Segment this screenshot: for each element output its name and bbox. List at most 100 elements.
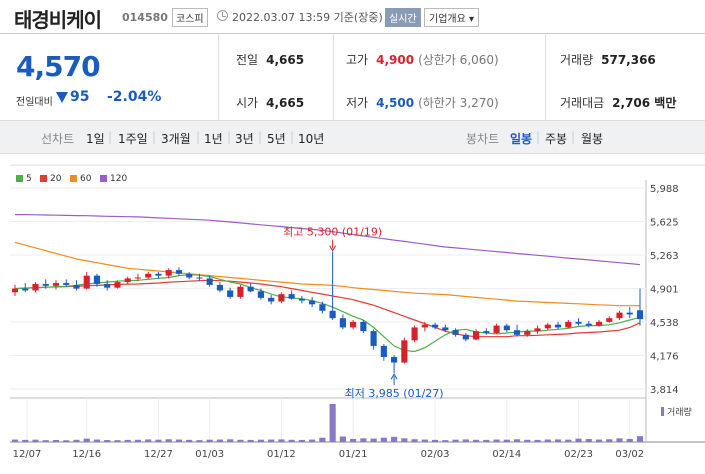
candle-body — [11, 288, 19, 293]
period-5y[interactable]: 5년 — [267, 132, 286, 146]
candle-body — [472, 331, 480, 340]
volume-label: 거래량 — [560, 53, 594, 67]
candle-chart-label: 봉차트 — [466, 132, 500, 146]
candle-body — [626, 312, 633, 315]
separator: | — [196, 130, 201, 144]
candle-body — [360, 321, 367, 332]
amount-value: 2,706 백만 — [612, 96, 677, 110]
low-arrow-head — [390, 373, 398, 380]
volume-bar — [11, 439, 19, 442]
x-tick-label: 12/07 — [13, 449, 42, 460]
candle-body — [268, 297, 275, 302]
high-label: 고가 — [346, 53, 369, 67]
x-tick-label: 01/12 — [267, 449, 296, 460]
volume-bar — [73, 439, 80, 442]
volume-bar — [257, 439, 264, 442]
volume-bar — [472, 439, 480, 442]
volume-bar — [391, 436, 398, 442]
ma120-swatch — [100, 175, 107, 182]
period-1d[interactable]: 1일 — [86, 132, 105, 146]
candle-body — [186, 273, 193, 278]
divider — [333, 34, 334, 121]
trade-amount: 거래대금 2,706 백만 — [560, 94, 676, 111]
company-overview-dropdown[interactable]: 기업개요 ▾ — [424, 8, 479, 27]
x-tick-label: 02/03 — [421, 449, 450, 460]
candle-body — [196, 277, 203, 279]
stock-name: 태경비케이 — [14, 8, 102, 32]
candle-monthly[interactable]: 월봉 — [581, 132, 604, 146]
divider — [218, 34, 219, 121]
stock-code: 014580 — [122, 11, 168, 24]
volume-bar — [513, 439, 521, 442]
period-3m[interactable]: 3개월 — [161, 132, 191, 146]
y-tick-label: 5,263 — [650, 251, 679, 262]
x-tick-label: 03/02 — [615, 449, 644, 460]
candle-body — [257, 291, 264, 298]
separator: | — [108, 130, 113, 144]
volume-bar — [288, 439, 295, 442]
separator: | — [258, 130, 263, 144]
period-3y[interactable]: 3년 — [235, 132, 254, 146]
volume-bar — [298, 439, 305, 442]
candle-body — [278, 294, 285, 302]
volume-bar — [329, 404, 336, 442]
volume-bar — [524, 439, 531, 442]
volume-legend-swatch — [661, 407, 664, 416]
x-tick-label: 01/21 — [339, 449, 368, 460]
separator: | — [536, 130, 541, 144]
volume-bar — [93, 439, 101, 442]
candle-body — [247, 286, 254, 292]
y-tick-label: 5,625 — [650, 218, 679, 229]
volume-bar — [636, 436, 644, 442]
x-tick-label: 12/16 — [72, 449, 101, 460]
amount-label: 거래대금 — [560, 96, 605, 110]
period-10y[interactable]: 10년 — [298, 132, 325, 146]
period-1y[interactable]: 1년 — [204, 132, 223, 146]
divider — [545, 34, 546, 121]
candle-body — [391, 357, 398, 363]
candle-body — [503, 325, 510, 331]
low-label: 저가 — [346, 96, 369, 110]
volume-bar — [216, 439, 223, 442]
legend-ma120: 120 — [100, 174, 127, 184]
volume-bar — [544, 439, 551, 442]
candle-body — [452, 330, 459, 335]
ma5-swatch — [16, 175, 23, 182]
candle-daily[interactable]: 일봉 — [510, 132, 533, 146]
lower-limit: (하한가 3,270) — [418, 96, 499, 110]
candle-body — [606, 318, 613, 322]
period-toolbar: 선차트 1일 | 1주일 | 3개월 | 1년 | 3년 | 5년 | 10년 … — [0, 121, 705, 154]
volume-bar — [22, 439, 29, 442]
clock-icon — [217, 10, 228, 21]
candle-body — [554, 324, 562, 328]
candle-body — [442, 327, 449, 331]
high-annotation: 최고 5,300 (01/19) — [283, 226, 382, 239]
candle-body — [216, 284, 223, 291]
quote-panel: 4,570 전일대비 95 -2.04% 전일 4,665 시가 4,665 고가 4… — [0, 33, 705, 121]
candle-weekly[interactable]: 주봉 — [545, 132, 568, 146]
period-1w[interactable]: 1주일 — [118, 132, 148, 146]
candle-body — [319, 304, 326, 311]
candle-body — [175, 270, 183, 274]
candle-body — [585, 323, 592, 326]
ma120-line — [15, 214, 641, 266]
open-price: 시가 4,665 — [236, 94, 304, 111]
volume-bar — [114, 440, 121, 442]
low-value: 4,500 — [376, 96, 415, 110]
volume-bar — [606, 439, 613, 442]
candle-body — [636, 310, 644, 320]
candle-body — [483, 331, 490, 333]
realtime-button[interactable]: 실시간 — [385, 8, 421, 27]
candle-body — [534, 328, 541, 332]
separator: | — [152, 130, 157, 144]
volume-bar — [493, 439, 500, 442]
candle-body — [595, 321, 603, 326]
candle-body — [565, 321, 572, 328]
volume-bar — [380, 437, 387, 442]
volume-bar — [145, 439, 152, 442]
separator: | — [227, 130, 232, 144]
candle-body — [237, 286, 244, 297]
high-arrow-head — [329, 245, 337, 252]
candle-body — [83, 275, 90, 289]
volume-bar — [42, 440, 49, 442]
